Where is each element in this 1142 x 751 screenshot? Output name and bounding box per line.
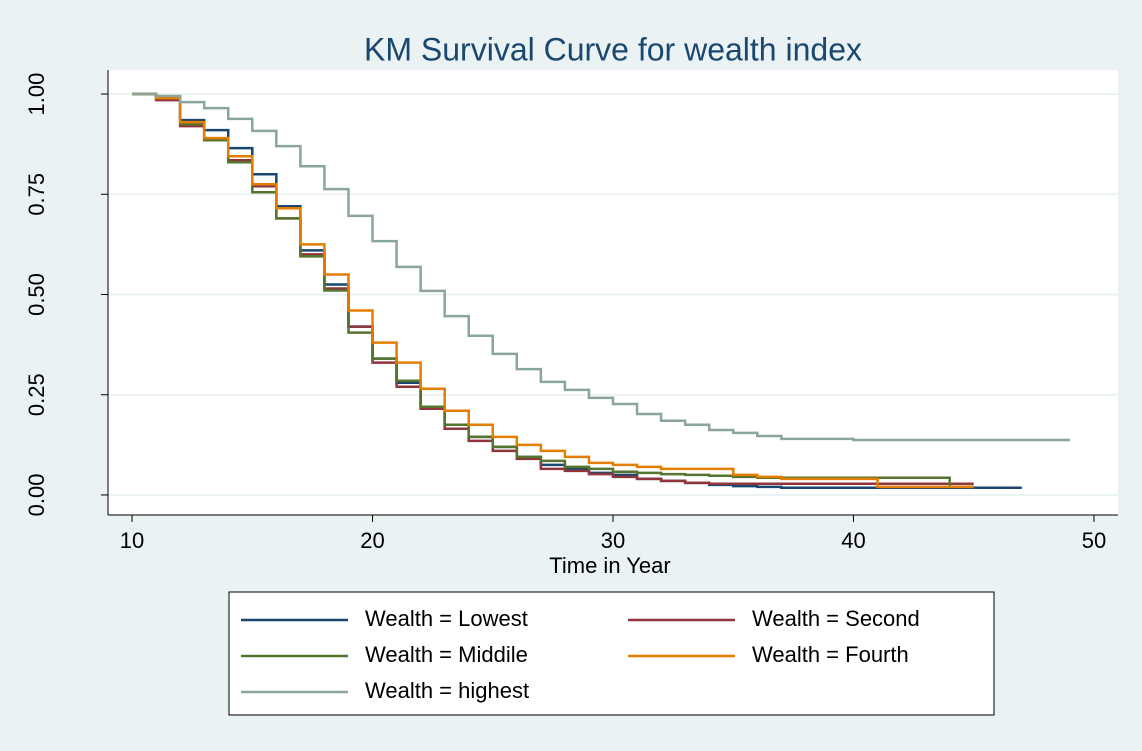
- legend-label: Wealth = Fourth: [752, 642, 909, 667]
- chart-title: KM Survival Curve for wealth index: [364, 31, 862, 67]
- y-tick-label: 0.75: [24, 173, 49, 216]
- x-tick-label: 50: [1082, 528, 1106, 553]
- survival-line: [132, 92, 974, 485]
- legend-label: Wealth = highest: [365, 678, 529, 703]
- x-axis-title: Time in Year: [549, 553, 670, 578]
- y-tick-label: 1.00: [24, 73, 49, 116]
- legend-label: Wealth = Middile: [365, 642, 528, 667]
- x-tick-label: 30: [601, 528, 625, 553]
- survival-line: [132, 92, 1070, 442]
- x-tick-label: 20: [360, 528, 384, 553]
- x-tick-label: 40: [841, 528, 865, 553]
- legend-label: Wealth = Lowest: [365, 606, 528, 631]
- y-tick-label: 0.50: [24, 273, 49, 316]
- y-tick-label: 0.00: [24, 474, 49, 517]
- legend-box: [228, 591, 995, 716]
- plot-area: [108, 70, 1118, 515]
- x-tick-label: 10: [120, 528, 144, 553]
- y-tick-label: 0.25: [24, 373, 49, 416]
- legend-label: Wealth = Second: [752, 606, 920, 631]
- survival-line: [132, 92, 974, 489]
